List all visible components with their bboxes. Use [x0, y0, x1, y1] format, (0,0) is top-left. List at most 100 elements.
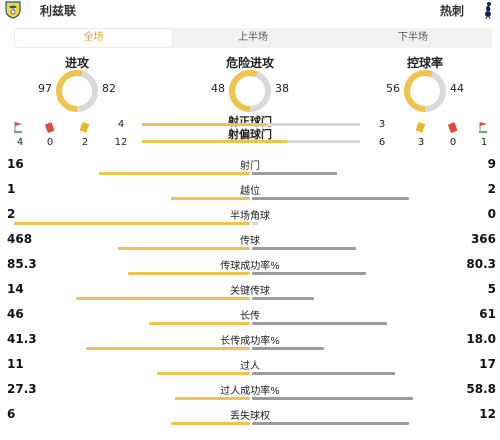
- stat-away-bar: [252, 297, 315, 300]
- stat-away-value: 2: [487, 182, 496, 196]
- stat-row: 46 长传 61: [0, 305, 500, 330]
- stat-home-track: [14, 172, 250, 175]
- red-card-icon: [45, 122, 55, 133]
- stat-away-bar: [252, 247, 356, 250]
- tab-first-half[interactable]: 上半场: [238, 32, 268, 43]
- stat-away-bar: [252, 347, 324, 350]
- stat-away-bar: [252, 197, 410, 200]
- yellow-card-icon: [80, 122, 89, 133]
- tab-full-match[interactable]: 全场: [15, 29, 172, 47]
- stat-away-bar: [252, 272, 367, 275]
- dangerous-attack-ring: 危险进攻 48 38: [195, 54, 305, 112]
- ring-chart: [229, 70, 271, 112]
- stat-away-bar: [252, 372, 396, 375]
- ring-away-value: 82: [102, 82, 116, 95]
- stat-home-bar: [171, 422, 250, 425]
- attack-ring: 进攻 97 82: [22, 54, 132, 112]
- stat-away-bar: [252, 322, 387, 325]
- shots-panel: 4 射正球门 3 4 0 2 12 射偏球门 6 3 0 1: [0, 115, 500, 149]
- stat-row: 6 丢失球权 12: [0, 405, 500, 430]
- match-header: 利兹联 热刺: [0, 0, 500, 22]
- stat-row: 85.3 传球成功率% 80.3: [0, 255, 500, 280]
- stat-row: 16 射门 9: [0, 155, 500, 180]
- stat-home-track: [14, 347, 250, 350]
- stat-label: 关键传球: [230, 286, 270, 297]
- ring-home-arc: [229, 70, 271, 112]
- home-red-count: 0: [46, 137, 54, 148]
- shots-on-target-home-bar: [142, 123, 267, 126]
- stat-row: 1 越位 2: [0, 180, 500, 205]
- stat-away-value: 5: [487, 282, 496, 296]
- stat-home-bar: [171, 197, 250, 200]
- stat-home-bar: [117, 247, 250, 250]
- stat-away-track: [252, 272, 488, 275]
- stat-row: 41.3 长传成功率% 18.0: [0, 330, 500, 355]
- stat-home-track: [14, 222, 250, 225]
- stat-label: 长传: [240, 311, 260, 322]
- away-team-name[interactable]: 热刺: [439, 4, 464, 18]
- stat-home-track: [14, 397, 250, 400]
- stat-away-track: [252, 372, 488, 375]
- possession-ring: 控球率 56 44: [370, 54, 480, 112]
- stat-home-track: [14, 272, 250, 275]
- ring-home-value: 97: [38, 82, 52, 95]
- stat-home-track: [14, 197, 250, 200]
- stat-home-track: [14, 372, 250, 375]
- stat-home-value: 85.3: [7, 257, 37, 271]
- stat-away-track: [252, 322, 488, 325]
- stat-home-value: 1: [7, 182, 16, 196]
- away-shots-off-target: 6: [378, 137, 386, 148]
- home-corners-count: 4: [16, 137, 24, 148]
- stat-home-value: 6: [7, 407, 16, 421]
- stat-away-track: [252, 297, 488, 300]
- stat-home-track: [14, 247, 250, 250]
- stat-row: 14 关键传球 5: [0, 280, 500, 305]
- stat-home-value: 11: [7, 357, 24, 371]
- away-corners-count: 1: [480, 137, 488, 148]
- stat-label: 越位: [240, 186, 260, 197]
- ring-home-arc: [404, 70, 446, 112]
- leeds-crest-icon[interactable]: [5, 1, 21, 19]
- stat-home-bar: [157, 372, 250, 375]
- ring-home-arc: [56, 70, 98, 112]
- stat-home-bar: [85, 347, 250, 350]
- stats-list: 16 射门 9 1 越位 2 2 半场角球 0 468 传球 366 85.3 传球成功率% 80.3 14 关…: [0, 155, 500, 430]
- stat-away-track: [252, 197, 488, 200]
- ring-title: 危险进攻: [225, 56, 274, 70]
- period-tabs: 全场 上半场 下半场: [14, 28, 492, 48]
- away-yellow-count: 3: [417, 137, 425, 148]
- ring-away-value: 44: [450, 82, 464, 95]
- ring-chart: [56, 70, 98, 112]
- stat-away-track: [252, 222, 488, 225]
- stat-away-track: [252, 422, 488, 425]
- spurs-cockerel-icon[interactable]: [482, 1, 494, 19]
- ring-away-value: 38: [275, 82, 289, 95]
- tab-second-half[interactable]: 下半场: [398, 32, 428, 43]
- stat-label: 过人成功率%: [220, 386, 280, 397]
- stat-away-track: [252, 172, 488, 175]
- stat-label: 过人: [240, 361, 260, 372]
- stat-label: 传球: [240, 236, 260, 247]
- stat-home-value: 2: [7, 207, 16, 221]
- stat-label: 丢失球权: [230, 411, 270, 422]
- ring-chart: [404, 70, 446, 112]
- stat-away-value: 9: [487, 157, 496, 171]
- stat-away-track: [252, 247, 488, 250]
- stat-row: 27.3 过人成功率% 58.8: [0, 380, 500, 405]
- ring-home-value: 48: [211, 82, 225, 95]
- stat-away-value: 366: [470, 232, 496, 246]
- ring-title: 控球率: [406, 56, 443, 70]
- stat-home-value: 16: [7, 157, 24, 171]
- stat-away-value: 61: [479, 307, 496, 321]
- stat-home-track: [14, 322, 250, 325]
- home-shots-off-target: 12: [114, 137, 128, 148]
- stat-away-bar: [252, 422, 410, 425]
- home-team-name[interactable]: 利兹联: [40, 4, 77, 18]
- ring-home-value: 56: [386, 82, 400, 95]
- stat-away-track: [252, 347, 488, 350]
- stat-home-value: 27.3: [7, 382, 37, 396]
- stat-row: 11 过人 17: [0, 355, 500, 380]
- home-shots-on-target: 4: [117, 119, 125, 130]
- stat-away-value: 12: [479, 407, 496, 421]
- stat-home-value: 41.3: [7, 332, 37, 346]
